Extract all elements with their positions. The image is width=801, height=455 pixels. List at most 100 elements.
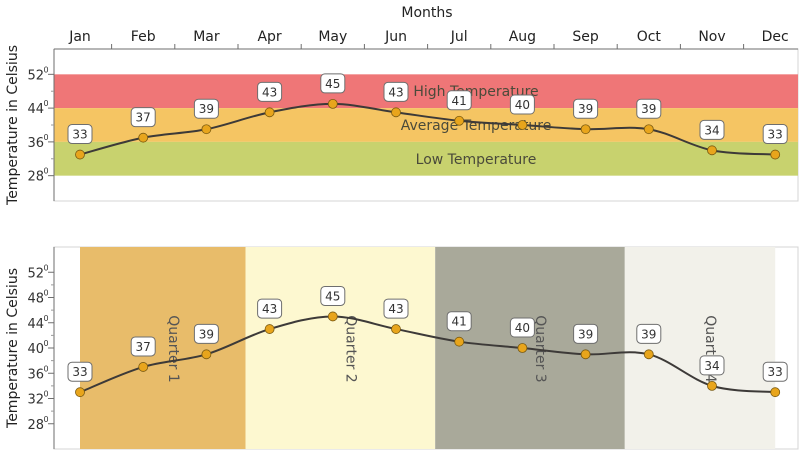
chart1-data-label: 39 <box>199 102 214 116</box>
chart1-y-tick-degree: 0 <box>43 167 48 176</box>
chart1-x-tick-label: Jan <box>68 29 91 45</box>
chart2-data-label-box <box>762 361 788 382</box>
chart2-data-label-box <box>193 323 219 344</box>
chart2-series-line <box>79 315 776 394</box>
chart2-data-label-box <box>446 311 472 332</box>
chart2-data-point <box>391 324 401 334</box>
chart1-data-label-box <box>193 98 219 119</box>
chart1-data-label: 39 <box>578 102 593 116</box>
chart2-data-label: 34 <box>704 359 719 373</box>
chart2-data-label-box <box>699 355 725 376</box>
chart1-data-label: 43 <box>388 85 403 99</box>
chart2-data-point <box>264 324 275 334</box>
chart1-x-tick-label: Dec <box>762 29 789 45</box>
chart1-band-2 <box>54 141 798 176</box>
chart1-y-tick-degree: 0 <box>43 133 48 142</box>
chart1-data-point <box>264 107 275 118</box>
chart1-data-point <box>75 149 85 160</box>
chart1-data-point <box>138 132 149 143</box>
chart2-data-point <box>327 311 338 322</box>
chart2-band-label: Quarter 2 <box>342 315 358 382</box>
chart2-y-tick-degree: 0 <box>43 415 48 424</box>
chart2-y-tick-label: 36 <box>27 367 44 382</box>
chart2-data-point <box>454 336 465 347</box>
chart2-data-label-box <box>257 298 283 319</box>
chart2-y-tick-label: 40 <box>27 342 44 357</box>
chart1-data-point <box>643 124 654 135</box>
chart2-data-label: 37 <box>136 340 151 354</box>
chart2-data-label: 41 <box>452 315 467 329</box>
chart2-y-tick-degree: 0 <box>43 339 48 348</box>
chart1-y-axis-title: Temperature in Celsius <box>5 45 21 206</box>
chart2-band-label: Quarter 1 <box>165 315 181 382</box>
chart1-y-tick-degree: 0 <box>43 65 48 74</box>
chart2-y-axis-title: Temperature in Celsius <box>5 268 21 429</box>
chart2-data-label: 43 <box>262 302 277 316</box>
chart1-data-label: 37 <box>136 111 151 125</box>
chart1-data-label-box <box>636 98 662 119</box>
chart2-y-tick-label: 28 <box>27 418 44 433</box>
chart1-data-point <box>201 124 212 135</box>
chart1-data-label-box <box>509 94 535 115</box>
chart2-y-tick-degree: 0 <box>43 289 48 298</box>
chart2-data-label: 45 <box>325 289 340 303</box>
chart1-y-tick-label: 44 <box>27 102 44 117</box>
chart1-data-label-box <box>573 98 599 119</box>
chart2-data-label-box <box>573 323 599 344</box>
chart2-y-tick-degree: 0 <box>43 314 48 323</box>
chart1-data-point <box>770 149 781 160</box>
chart1-data-label-box <box>699 119 725 140</box>
chart1-data-label-box <box>446 90 472 111</box>
chart1-x-tick-label: Aug <box>509 29 536 45</box>
chart2-data-point <box>643 349 654 360</box>
chart1-x-tick-label: Feb <box>131 29 156 45</box>
chart1-x-tick-label: Jul <box>450 29 468 45</box>
chart2-band-0 <box>80 247 246 449</box>
chart1-data-label: 33 <box>72 128 87 142</box>
chart1-band-label: Average Temperature <box>401 118 552 134</box>
chart1-x-tick-label: Mar <box>193 29 220 45</box>
chart2-data-label: 33 <box>768 365 783 379</box>
chart1-data-label: 34 <box>704 123 719 137</box>
chart2-y-tick-label: 52 <box>27 266 44 281</box>
chart1-band-label: High Temperature <box>413 84 538 100</box>
chart2-data-point <box>707 380 717 391</box>
chart2-y-tick-degree: 0 <box>43 364 48 373</box>
chart1-x-tick-label: Apr <box>257 29 281 45</box>
chart1-data-label-box <box>383 81 409 102</box>
chart1-data-point <box>580 124 591 135</box>
chart2-data-point <box>201 349 212 360</box>
chart1-data-label-box <box>257 81 283 102</box>
chart1-y-tick-label: 28 <box>27 170 44 185</box>
chart1-data-label-box <box>320 73 346 94</box>
chart2-data-label-box <box>130 336 156 357</box>
chart1-data-point <box>391 107 401 118</box>
chart2-band-3 <box>624 247 776 449</box>
chart2-y-tick-label: 48 <box>27 292 44 307</box>
chart1-data-label-box <box>762 124 788 145</box>
chart2-data-label: 43 <box>388 302 403 316</box>
chart1-band-label: Low Temperature <box>416 152 537 168</box>
chart1-data-point <box>327 98 338 109</box>
chart1-data-label: 33 <box>768 128 783 142</box>
chart2-data-label-box <box>67 361 93 382</box>
chart2-y-tick-label: 32 <box>27 393 44 408</box>
chart1-data-label-box <box>67 124 93 145</box>
chart1-x-tick-label: Sep <box>572 29 599 45</box>
chart2-data-label: 40 <box>515 321 530 335</box>
chart1-data-point <box>454 115 465 126</box>
chart2-band-1 <box>245 247 436 449</box>
chart1-data-label: 41 <box>452 94 467 108</box>
chart1-data-label-box <box>130 107 156 128</box>
chart2-y-tick-degree: 0 <box>43 390 48 399</box>
chart1-x-tick-label: Nov <box>698 29 725 45</box>
chart2-data-point <box>75 387 85 398</box>
chart1-x-tick-label: Jun <box>384 29 407 45</box>
chart1-data-point <box>517 120 528 130</box>
chart1-data-label: 39 <box>641 102 656 116</box>
chart1-y-tick-label: 36 <box>27 136 44 151</box>
chart1-x-tick-label: Oct <box>637 29 662 45</box>
chart1-data-label: 40 <box>515 98 530 112</box>
